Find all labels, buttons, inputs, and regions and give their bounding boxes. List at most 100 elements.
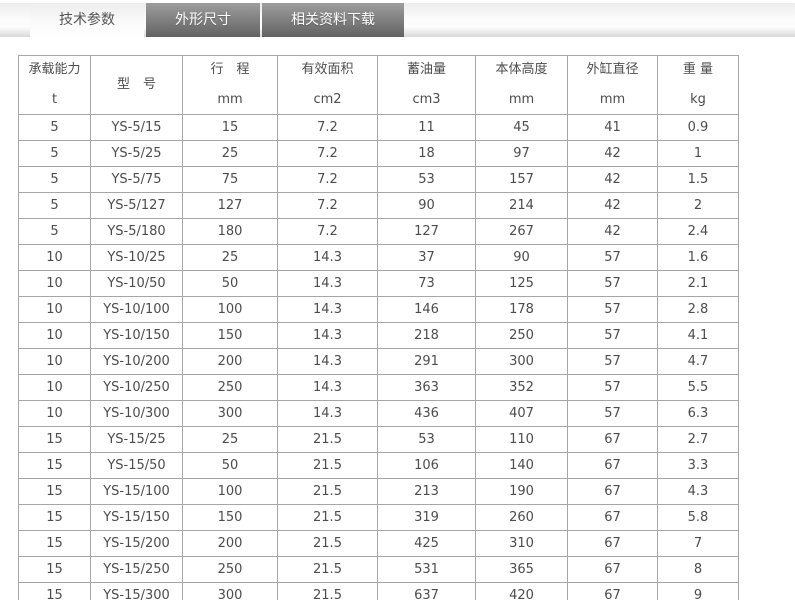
table-cell: 50 [182,270,278,297]
column-title: 本体高度 [495,62,548,77]
table-cell: 214 [475,192,568,219]
table-cell: YS-5/127 [90,192,183,219]
table-cell: 42 [567,192,658,219]
table-row: 15 YS-15/200 200 21.5 425 310 67 7 [18,530,739,557]
table-cell: YS-15/300 [90,582,183,600]
table-cell: 73 [377,270,476,297]
table-cell: 41 [567,114,658,141]
table-row: 15 YS-15/250 250 21.5 531 365 67 8 [18,556,739,583]
table-cell: 14.3 [277,296,378,323]
column-title: 行 程 [210,62,250,77]
column-unit: kg [690,92,706,107]
tab-related-downloads[interactable]: 相关资料下载 [262,3,404,37]
table-cell: 407 [475,400,568,427]
table-cell: 42 [567,140,658,167]
table-cell: 300 [475,348,568,375]
table-header-row: 承载能力 t 型 号 行 程 mm 有效面积 cm2 蓄油量 cm3 本体高度 mm 外缸直径 mm 重 … [18,55,739,115]
tab-technical-parameters[interactable]: 技术参数 [30,3,144,37]
table-cell: 0.9 [657,114,739,141]
table-cell: YS-10/250 [90,374,183,401]
table-cell: 637 [377,582,476,600]
table-cell: 150 [182,504,278,531]
table-cell: 25 [182,426,278,453]
column-header: 型 号 [90,55,183,115]
table-cell: 14.3 [277,348,378,375]
table-cell: 110 [475,426,568,453]
table-cell: 190 [475,478,568,505]
table-cell: 67 [567,452,658,479]
table-cell: 146 [377,296,476,323]
table-cell: 50 [182,452,278,479]
column-header: 外缸直径 mm [567,55,658,115]
column-header: 本体高度 mm [475,55,568,115]
table-cell: 10 [18,270,91,297]
table-cell: 21.5 [277,452,378,479]
table-cell: 90 [475,244,568,271]
table-cell: 140 [475,452,568,479]
column-unit: mm [599,92,626,107]
table-cell: 127 [377,218,476,245]
table-cell: 365 [475,556,568,583]
table-cell: 4.3 [657,478,739,505]
column-title: 外缸直径 [586,62,639,77]
column-title: 重 量 [682,62,714,77]
column-title: 承载能力 [28,62,81,77]
table-cell: 157 [475,166,568,193]
table-cell: 1.6 [657,244,739,271]
table-cell: 8 [657,556,739,583]
table-cell: 300 [182,400,278,427]
table-cell: 4.1 [657,322,739,349]
table-cell: 15 [18,426,91,453]
table-row: 5 YS-5/25 25 7.2 18 97 42 1 [18,140,739,167]
table-cell: 15 [182,114,278,141]
table-cell: 5 [18,192,91,219]
table-cell: 67 [567,530,658,557]
table-cell: 2.8 [657,296,739,323]
table-row: 5 YS-5/180 180 7.2 127 267 42 2.4 [18,218,739,245]
table-row: 10 YS-10/300 300 14.3 436 407 57 6.3 [18,400,739,427]
table-cell: 67 [567,426,658,453]
table-cell: 14.3 [277,322,378,349]
table-cell: 4.7 [657,348,739,375]
column-title: 蓄油量 [406,62,446,77]
table-cell: 3.3 [657,452,739,479]
table-cell: 300 [182,582,278,600]
table-cell: 1 [657,140,739,167]
table-cell: 21.5 [277,478,378,505]
tab-outline-dimensions[interactable]: 外形尺寸 [146,3,260,37]
table-cell: 15 [18,582,91,600]
table-cell: 200 [182,348,278,375]
table-cell: YS-15/100 [90,478,183,505]
table-row: 15 YS-15/300 300 21.5 637 420 67 9 [18,582,739,600]
table-cell: 21.5 [277,582,378,600]
table-cell: 2.1 [657,270,739,297]
table-cell: 53 [377,166,476,193]
table-cell: 75 [182,166,278,193]
table-cell: 7.2 [277,166,378,193]
table-cell: 57 [567,322,658,349]
table-cell: 25 [182,244,278,271]
table-cell: 250 [182,374,278,401]
table-cell: 21.5 [277,530,378,557]
table-row: 15 YS-15/150 150 21.5 319 260 67 5.8 [18,504,739,531]
table-cell: 2.7 [657,426,739,453]
column-title: 有效面积 [301,62,354,77]
table-cell: 42 [567,166,658,193]
table-row: 10 YS-10/150 150 14.3 218 250 57 4.1 [18,322,739,349]
table-cell: 127 [182,192,278,219]
table-cell: 436 [377,400,476,427]
table-cell: 21.5 [277,426,378,453]
column-header: 行 程 mm [182,55,278,115]
table-cell: 21.5 [277,556,378,583]
table-cell: YS-15/200 [90,530,183,557]
table-cell: 10 [18,400,91,427]
column-header: 重 量 kg [657,55,739,115]
table-cell: 15 [18,504,91,531]
table-cell: YS-5/15 [90,114,183,141]
table-cell: 15 [18,452,91,479]
table-row: 5 YS-5/75 75 7.2 53 157 42 1.5 [18,166,739,193]
table-cell: 14.3 [277,244,378,271]
table-cell: 11 [377,114,476,141]
table-cell: 150 [182,322,278,349]
table-cell: YS-15/25 [90,426,183,453]
